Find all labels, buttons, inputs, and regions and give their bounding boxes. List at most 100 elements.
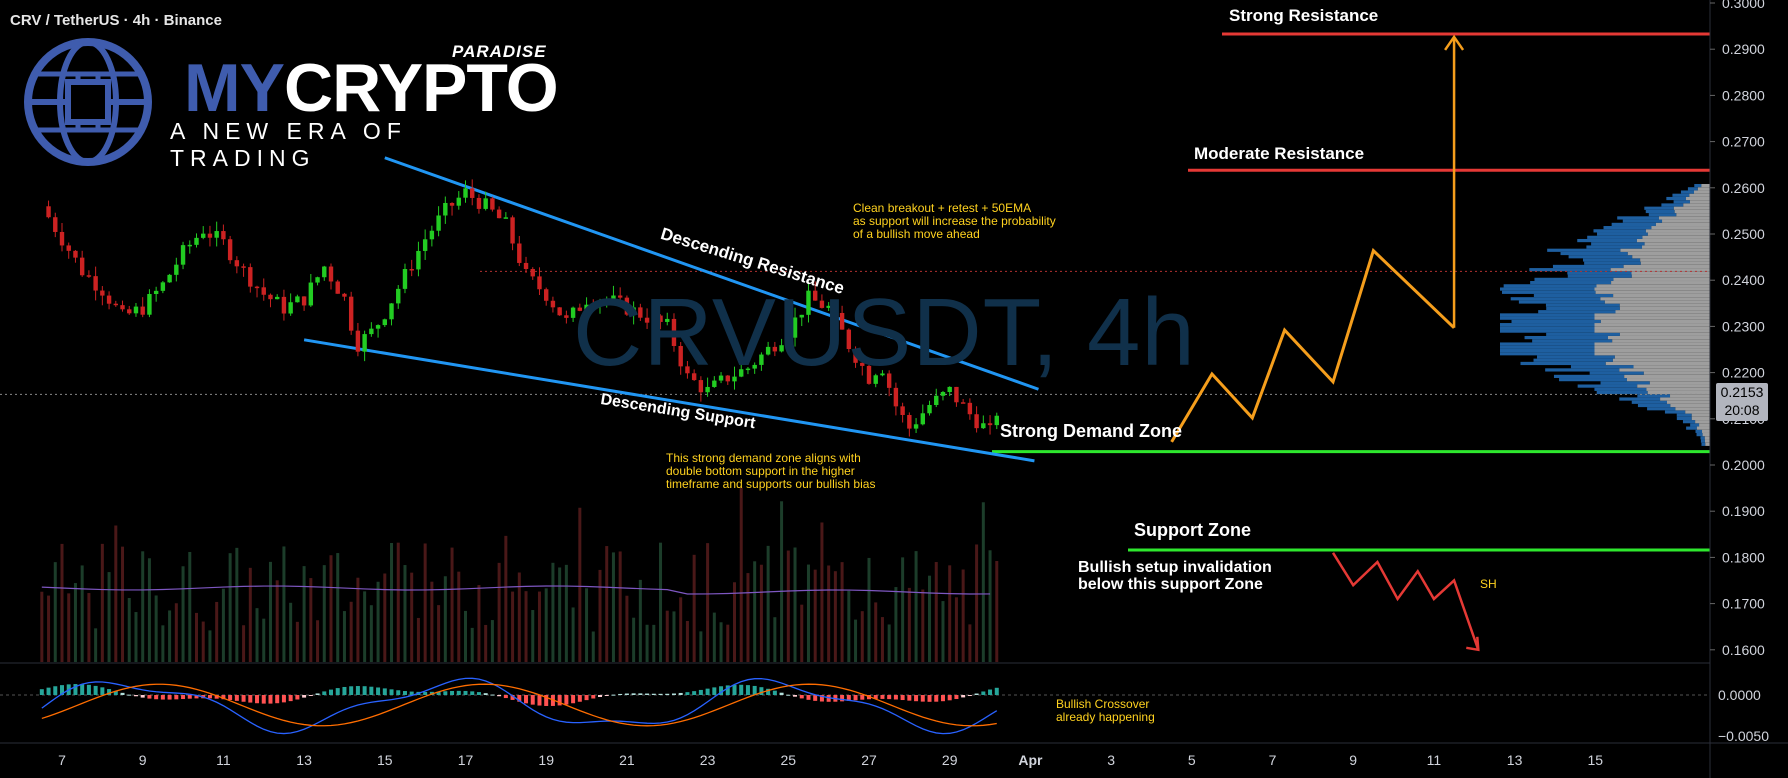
profile-bar-up (1500, 345, 1595, 349)
profile-bar-down (1594, 342, 1710, 346)
volume-bar (383, 573, 387, 662)
profile-bar-down (1619, 368, 1710, 372)
profile-bar-up (1637, 394, 1671, 398)
volume-bar (753, 561, 757, 662)
macd-histogram-bar (920, 695, 925, 702)
volume-bar (706, 543, 710, 662)
candle-body (779, 345, 784, 352)
volume-bar (403, 565, 407, 662)
macd-histogram-bar (665, 693, 670, 695)
profile-bar-up (1661, 203, 1684, 207)
volume-bar (598, 569, 602, 662)
candle-body (591, 304, 596, 307)
macd-histogram-bar (934, 695, 939, 702)
volume-bar (490, 620, 494, 662)
volume-bar (195, 612, 198, 662)
profile-bar-up (1584, 261, 1641, 265)
candle-body (557, 307, 562, 316)
label-support-zone: Support Zone (1134, 520, 1251, 540)
macd-histogram-bar (120, 692, 125, 695)
macd-histogram-bar (880, 695, 885, 699)
volume-bar (376, 581, 380, 662)
profile-bar-up (1532, 339, 1613, 343)
profile-bar-down (1645, 229, 1710, 233)
macd-histogram-bar (174, 695, 179, 700)
profile-bar-up (1695, 429, 1703, 433)
label-moderate-resistance: Moderate Resistance (1194, 144, 1365, 163)
candle-body (268, 294, 273, 300)
volume-bars (40, 487, 999, 662)
volume-bar (228, 553, 232, 662)
macd-histogram-bar (826, 695, 831, 702)
macd-histogram-bar (631, 693, 636, 695)
candle-body (436, 215, 441, 231)
macd-histogram-bar (362, 686, 367, 695)
brand-logo: PARADISE MYCRYPTO A NEW ERA OF TRADING (20, 32, 560, 171)
volume-bar (672, 611, 676, 662)
macd-histogram-bar (752, 685, 757, 695)
profile-bar-up (1676, 413, 1692, 417)
volume-bar (73, 583, 77, 662)
volume-bar (739, 487, 743, 662)
time-tick-label: Apr (1018, 752, 1043, 768)
volume-bar (901, 557, 905, 662)
candle-body (691, 373, 697, 381)
candle-body (153, 290, 159, 295)
volume-bar (262, 618, 266, 662)
profile-bar-up (1511, 319, 1601, 324)
price-tick-label: 0.2200 (1722, 365, 1765, 381)
volume-bar (141, 551, 145, 662)
volume-bar (248, 567, 252, 662)
volume-bar (53, 562, 57, 662)
macd-histogram-bar (281, 695, 286, 703)
profile-bar-down (1614, 355, 1710, 359)
volume-bar (275, 580, 279, 662)
candle-body (53, 217, 58, 232)
profile-bar-down (1626, 378, 1710, 382)
candle-body (73, 250, 78, 258)
candle-body (799, 314, 804, 318)
candle-body (913, 424, 919, 429)
volume-bar (47, 595, 51, 662)
time-tick-label: 25 (781, 752, 797, 768)
brand-tagline: A NEW ERA OF TRADING (170, 118, 407, 171)
profile-bar-up (1611, 222, 1656, 226)
candle-body (860, 362, 865, 366)
volume-bar (329, 555, 333, 662)
profile-bar-down (1642, 245, 1710, 249)
macd-histogram-bar (624, 693, 629, 695)
macd-histogram-bar (248, 695, 253, 703)
volume-bar (840, 562, 844, 662)
macd-histogram-bar (813, 695, 818, 701)
candle-body (503, 217, 509, 219)
profile-bar-down (1683, 203, 1710, 207)
macd-histogram-bar (302, 695, 307, 698)
time-tick-label: 3 (1107, 752, 1115, 768)
candle-body (416, 250, 421, 270)
macd-histogram-bar (497, 695, 502, 697)
profile-bar-up (1534, 277, 1614, 281)
candle-body (712, 380, 717, 387)
macd-histogram-bar (544, 695, 549, 706)
macd-histogram-bar (604, 695, 609, 696)
profile-bar-down (1620, 248, 1710, 252)
candle-body (396, 288, 401, 304)
volume-bar (390, 542, 394, 662)
price-tick-label: 0.2700 (1722, 134, 1765, 150)
chart-title: CRV / TetherUS · 4h · Binance (10, 12, 222, 29)
macd-histogram-bar (537, 695, 542, 706)
volume-bar (645, 624, 649, 662)
macd-histogram-bar (772, 690, 777, 695)
candle-body (301, 296, 307, 306)
candle-body (671, 318, 677, 346)
profile-bar-up (1676, 416, 1692, 421)
volume-bar (793, 547, 797, 662)
profile-bar-down (1673, 206, 1710, 210)
macd-histogram-bar (611, 694, 616, 696)
profile-bar-up (1500, 329, 1595, 333)
profile-bar-down (1612, 358, 1710, 362)
candle-body (207, 233, 213, 238)
candle-body (288, 302, 293, 314)
macd-histogram-bar (382, 688, 387, 695)
candle-body (369, 328, 374, 335)
